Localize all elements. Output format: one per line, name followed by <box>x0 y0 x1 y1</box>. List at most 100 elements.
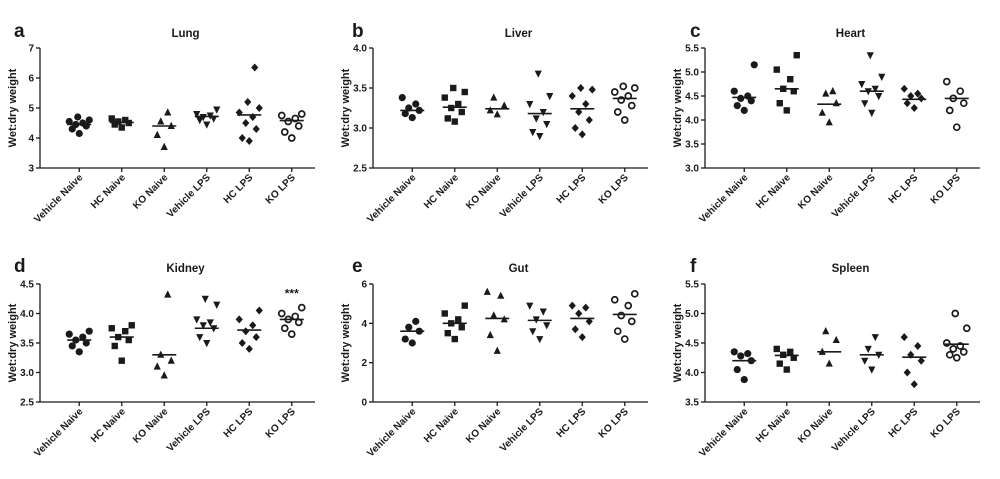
data-point <box>526 101 534 109</box>
y-tick-label: 4.0 <box>20 309 34 320</box>
data-point <box>75 348 83 356</box>
data-point <box>959 99 968 108</box>
data-point <box>255 104 263 112</box>
data-point <box>861 100 869 108</box>
data-point <box>203 340 211 348</box>
data-point <box>210 115 218 123</box>
chart-title: Spleen <box>832 263 870 275</box>
y-axis-label: Wet:dry weight <box>340 303 352 382</box>
series-1 <box>108 115 134 131</box>
data-point <box>532 115 540 123</box>
series-2 <box>817 327 842 367</box>
data-point <box>910 104 918 112</box>
data-point <box>193 316 201 324</box>
data-point <box>122 328 129 335</box>
data-point <box>871 334 879 342</box>
data-point <box>294 122 303 130</box>
x-tick-label: Vehicle LPS <box>498 172 546 220</box>
data-point <box>122 116 129 124</box>
data-point <box>619 82 628 91</box>
x-tick-label: HC Naive <box>422 406 461 445</box>
x-tick-label: HC Naive <box>754 172 793 211</box>
data-point <box>75 129 83 138</box>
data-point <box>546 93 554 101</box>
data-point <box>910 380 918 389</box>
data-point <box>490 93 498 101</box>
y-tick-label: 5.5 <box>685 280 699 291</box>
data-point <box>861 357 869 365</box>
y-tick-label: 3.0 <box>685 164 699 175</box>
series-1 <box>441 302 468 343</box>
y-tick-label: 3.5 <box>20 339 34 350</box>
data-point <box>942 77 951 86</box>
panel-letter: b <box>352 21 364 42</box>
data-point <box>900 84 908 93</box>
data-point <box>153 362 161 370</box>
y-axis-label: Wet:dry weight <box>7 303 19 382</box>
y-tick-label: 4.5 <box>685 92 699 103</box>
data-point <box>455 316 462 323</box>
data-point <box>441 94 448 101</box>
data-point <box>568 92 576 100</box>
data-point <box>822 327 830 335</box>
x-tick-label: Vehicle Naive <box>697 406 750 459</box>
y-tick-label: 2.5 <box>20 398 34 409</box>
data-point <box>952 123 961 132</box>
data-point <box>610 295 619 304</box>
series-3 <box>526 302 552 344</box>
data-point <box>398 94 406 102</box>
data-point <box>578 130 586 139</box>
data-point <box>878 73 886 81</box>
y-tick-label: 4.5 <box>685 339 699 350</box>
data-point <box>294 318 303 327</box>
data-point <box>483 287 491 295</box>
data-point <box>787 348 794 356</box>
data-point <box>818 108 826 116</box>
series-3 <box>858 52 886 117</box>
y-tick-label: 4.0 <box>685 368 699 379</box>
data-point <box>458 108 465 116</box>
x-tick-label: Vehicle Naive <box>32 406 85 459</box>
data-point <box>238 134 246 142</box>
data-point <box>213 106 221 114</box>
data-point <box>497 291 505 299</box>
y-tick-label: 2.5 <box>353 164 367 175</box>
data-point <box>613 108 622 116</box>
data-point <box>401 110 409 118</box>
data-point <box>630 289 639 298</box>
y-tick-label: 7 <box>28 44 34 55</box>
data-point <box>942 339 951 347</box>
data-point <box>588 85 596 94</box>
data-point <box>575 309 583 318</box>
data-point <box>578 333 586 342</box>
x-tick-label: Vehicle Naive <box>365 406 418 459</box>
data-point <box>444 115 451 122</box>
data-point <box>167 356 175 364</box>
chart-title: Heart <box>836 28 866 40</box>
data-point <box>577 84 585 92</box>
data-point <box>740 106 748 114</box>
x-tick-label: Vehicle Naive <box>697 172 750 225</box>
data-point <box>486 106 494 114</box>
data-point <box>900 333 908 342</box>
x-tick-label: KO LPS <box>264 406 298 440</box>
data-point <box>196 117 204 125</box>
series-2 <box>817 87 842 126</box>
data-point <box>111 121 118 128</box>
series-0 <box>730 61 758 114</box>
x-tick-label: Vehicle Naive <box>32 172 85 225</box>
data-point <box>585 116 593 124</box>
data-point <box>539 308 547 316</box>
panel-c: c Heart Wet:dry weight 3.0 3.5 4.0 4.5 5.0 5.5 Ve… <box>672 21 980 225</box>
data-point <box>776 100 783 107</box>
data-point <box>907 92 915 100</box>
series-1 <box>441 84 468 125</box>
series-3 <box>859 334 884 374</box>
data-point <box>744 350 752 358</box>
data-point <box>458 324 465 331</box>
data-point <box>108 325 115 332</box>
chart-title: Gut <box>509 263 529 275</box>
data-point <box>790 88 797 95</box>
data-point <box>65 330 73 338</box>
